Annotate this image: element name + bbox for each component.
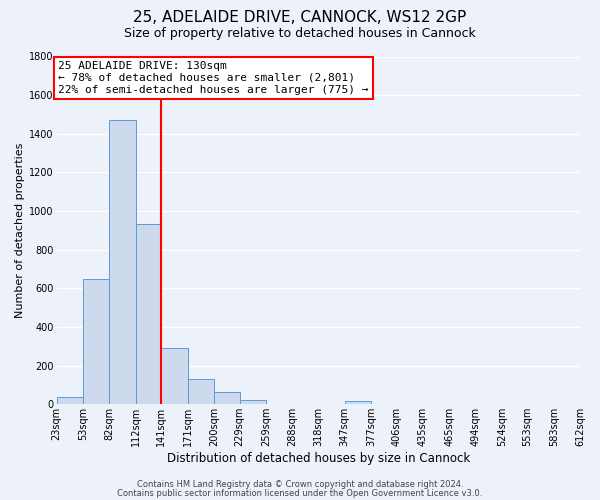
Bar [161, 348, 188, 405]
Y-axis label: Number of detached properties: Number of detached properties [15, 142, 25, 318]
Bar [214, 392, 239, 404]
Bar [56, 396, 83, 404]
X-axis label: Distribution of detached houses by size in Cannock: Distribution of detached houses by size … [167, 452, 470, 465]
Bar [188, 379, 214, 404]
Text: Contains public sector information licensed under the Open Government Licence v3: Contains public sector information licen… [118, 488, 482, 498]
Text: Size of property relative to detached houses in Cannock: Size of property relative to detached ho… [124, 28, 476, 40]
Bar [83, 278, 109, 404]
Bar [344, 402, 371, 404]
Bar [136, 224, 161, 404]
Bar [109, 120, 136, 405]
Text: Contains HM Land Registry data © Crown copyright and database right 2024.: Contains HM Land Registry data © Crown c… [137, 480, 463, 489]
Text: 25 ADELAIDE DRIVE: 130sqm
← 78% of detached houses are smaller (2,801)
22% of se: 25 ADELAIDE DRIVE: 130sqm ← 78% of detac… [58, 62, 369, 94]
Bar [239, 400, 266, 404]
Text: 25, ADELAIDE DRIVE, CANNOCK, WS12 2GP: 25, ADELAIDE DRIVE, CANNOCK, WS12 2GP [133, 10, 467, 25]
